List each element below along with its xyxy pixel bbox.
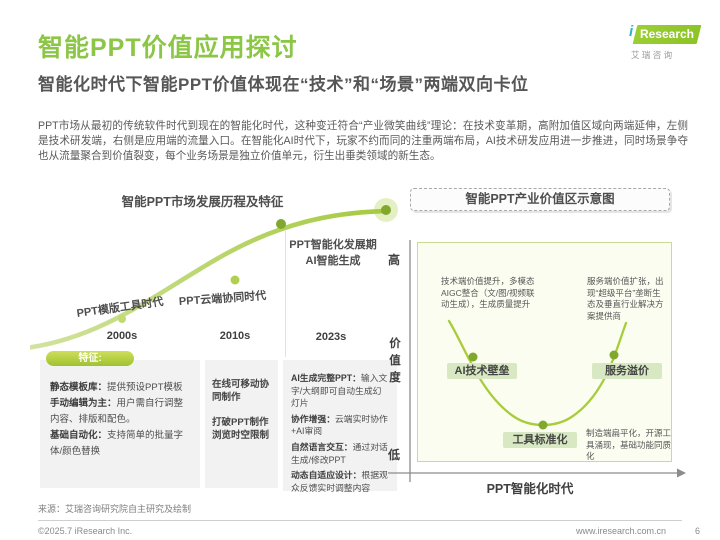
page-title: 智能PPT价值应用探讨 (38, 34, 298, 62)
website-link[interactable]: www.iresearch.com.cn (575, 526, 666, 536)
annotation-manufacturing: 制造端扁平化，开源工具涌现，基础功能同质化 (586, 428, 672, 461)
feature-column-2: 在线可移动协同制作 打破PPT制作浏览时空限制 (205, 360, 278, 488)
footer-divider (38, 520, 682, 521)
era3-label: PPT智能化发展期 AI智能生成 (283, 237, 383, 269)
y-axis-title: 价值度 (389, 338, 401, 384)
feature-item: 动态自适应设计：根据观众反馈实时调整内容 (291, 470, 388, 493)
y-axis-high-label: 高 (388, 253, 401, 267)
feature-item: AI生成完整PPT：输入文字/大纲即可自动生成幻灯片 (291, 373, 388, 409)
growth-curve (30, 208, 391, 350)
era3-label-line2: AI智能生成 (305, 255, 361, 267)
feature-item: 协作增强：云端实时协作+AI审阅 (291, 413, 388, 437)
era3-label-line1: PPT智能化发展期 (289, 239, 377, 251)
feature-tag: 特征: (46, 351, 134, 366)
feature-item: 手动编辑为主：用户需自行调整内容、排版和配色。 (50, 398, 184, 425)
feature-column-3: AI生成完整PPT：输入文字/大纲即可自动生成幻灯片 协作增强：云端实时协作+A… (283, 360, 397, 493)
feature-item: 静态模板库：提供预设PPT模板 (50, 382, 183, 393)
copyright-text: ©2025.7 iResearch Inc. (38, 526, 133, 536)
node-tool-standardization: 工具标准化 (503, 432, 577, 448)
growth-curve-chart (30, 198, 398, 350)
era2-dot (230, 275, 240, 285)
annotation-tech-side: 技术端价值提升，多模态AIGC整合（文/图/视频联动生成），生成质量提升 (441, 276, 535, 309)
tech-barrier-dot (468, 352, 478, 362)
tool-standard-dot (538, 420, 548, 430)
source-note: 来源：艾瑞咨询研究院自主研究及绘制 (38, 504, 192, 514)
logo-brand-text: Research (639, 27, 695, 41)
timeline-divider (285, 231, 286, 357)
era2-year: 2010s (219, 330, 251, 342)
era3-dot (276, 219, 286, 229)
page-number: 6 (695, 526, 701, 536)
node-service-premium: 服务溢价 (592, 363, 662, 379)
iresearch-logo: i Research 艾 瑞 咨 询 (626, 22, 706, 64)
page-subtitle: 智能化时代下智能PPT价值体现在“技术”和“场景”两端双向卡位 (38, 75, 529, 94)
intro-paragraph: PPT市场从最初的传统软件时代到现在的智能化时代，这种变迁符合“产业微笑曲线”理… (38, 120, 688, 162)
era1-year: 2000s (106, 330, 138, 342)
y-axis-low-label: 低 (388, 448, 401, 462)
era3-year: 2023s (315, 331, 347, 343)
x-axis-title: PPT智能化时代 (486, 482, 574, 496)
feature-item: 基础自动化：支持简单的批量字体/颜色替换 (50, 430, 184, 457)
logo-i-mark: i (629, 23, 634, 40)
curve-end-dot (381, 205, 391, 215)
diagram-title: 智能PPT产业价值区示意图 (410, 188, 670, 211)
era1-dot (118, 315, 126, 323)
feature-item: 打破PPT制作浏览时空限制 (212, 417, 270, 441)
feature-item: 自然语言交互：通过对话生成/修改PPT (291, 441, 388, 465)
feature-item: 在线可移动协同制作 (212, 379, 270, 403)
service-premium-dot (609, 350, 619, 360)
annotation-service-side: 服务端价值扩张，出现“超级平台”垄断生态及垂直行业解决方案提供商 (587, 276, 664, 321)
logo-chinese-name: 艾 瑞 咨 询 (631, 50, 673, 60)
timeline-title: 智能PPT市场发展历程及特征 (121, 195, 284, 209)
node-ai-tech-barrier: AI技术壁垒 (447, 363, 517, 379)
logo-banner: Research (632, 25, 702, 44)
x-axis-arrow (677, 468, 686, 478)
feature-column-1: 静态模板库：提供预设PPT模板 手动编辑为主：用户需自行调整内容、排版和配色。 … (40, 360, 200, 488)
